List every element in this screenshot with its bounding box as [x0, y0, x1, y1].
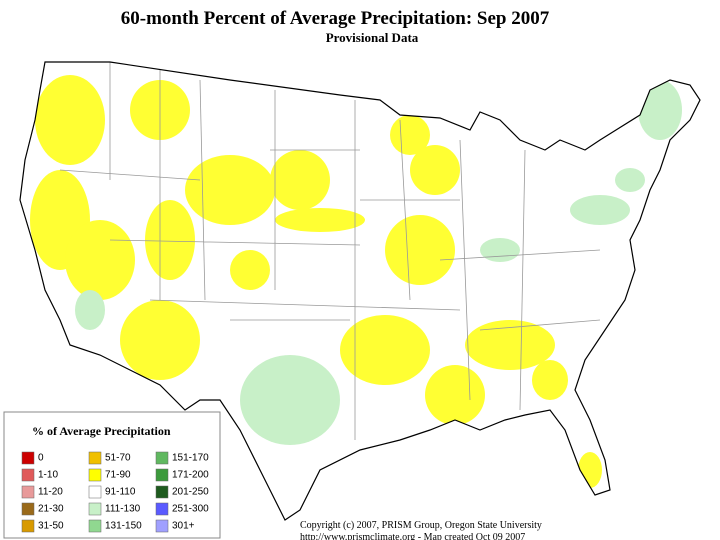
legend-swatch	[21, 519, 35, 533]
map-subtitle: Provisional Data	[326, 30, 419, 45]
legend-label: 301+	[172, 521, 195, 532]
us-outline	[19, 61, 701, 521]
legend-swatch	[88, 502, 102, 516]
legend-swatch	[21, 451, 35, 465]
legend-items: 0 1-10 11-20 21-30 31-50 51-70 71-90 91-110 111-…	[21, 451, 209, 533]
legend-label: 171-200	[172, 470, 209, 481]
legend-label: 131-150	[105, 521, 142, 532]
copyright: Copyright (c) 2007, PRISM Group, Oregon …	[300, 520, 542, 531]
legend-label: 111-130	[105, 504, 141, 515]
legend-label: 11-20	[38, 487, 63, 498]
legend-swatch	[88, 485, 102, 499]
legend-label: 31-50	[38, 521, 64, 532]
legend-swatch	[155, 519, 169, 533]
legend-label: 21-30	[38, 504, 64, 515]
legend-box	[3, 411, 221, 539]
legend-label: 151-170	[172, 453, 209, 464]
legend-label: 51-70	[105, 453, 131, 464]
credit: http://www.prismclimate.org - Map create…	[300, 532, 525, 540]
map-title: 60-month Percent of Average Precipitatio…	[121, 8, 550, 29]
legend-swatch	[21, 502, 35, 516]
legend-swatch	[155, 485, 169, 499]
legend-swatch	[21, 485, 35, 499]
legend-swatch	[21, 468, 35, 482]
legend-label: 71-90	[105, 470, 131, 481]
legend-swatch	[155, 451, 169, 465]
legend-swatch	[88, 451, 102, 465]
legend-label: 1-10	[38, 470, 58, 481]
legend-swatch	[88, 519, 102, 533]
legend-label: 251-300	[172, 504, 209, 515]
legend-swatch	[155, 502, 169, 516]
legend-label: 91-110	[105, 487, 136, 498]
legend-label: 201-250	[172, 487, 209, 498]
legend-title: % of Average Precipitation	[32, 424, 171, 438]
legend-label: 0	[38, 453, 44, 464]
legend-swatch	[88, 468, 102, 482]
legend-swatch	[155, 468, 169, 482]
